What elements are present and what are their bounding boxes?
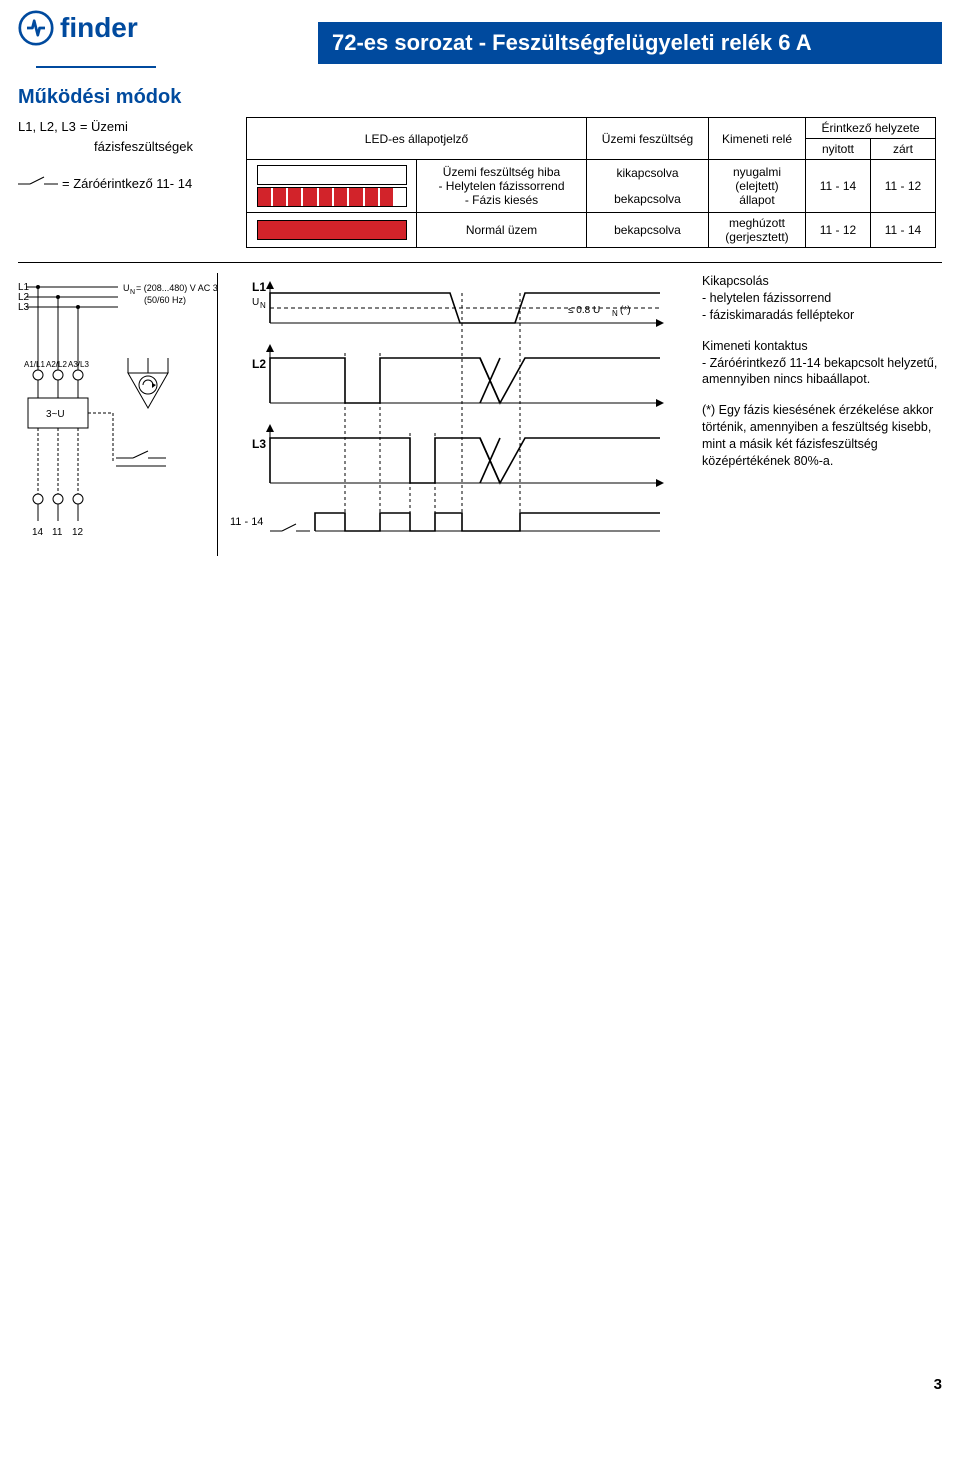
finder-logo-icon xyxy=(18,10,54,46)
section-divider xyxy=(18,262,942,263)
r1-desc2: - Helytelen fázissorrend xyxy=(423,179,580,193)
relay-cell-normal: meghúzott (gerjesztett) xyxy=(708,213,805,248)
page-title-band: 72-es sorozat - Feszültségfelügyeleti re… xyxy=(318,22,942,64)
r1-desc1: Üzemi feszültség hiba xyxy=(423,165,580,179)
legend-sub: fázisfeszültségek xyxy=(18,137,218,157)
c-t14: 14 xyxy=(32,527,44,538)
table-row-fault: Üzemi feszültség hiba - Helytelen fáziss… xyxy=(247,160,936,213)
operating-mode-table: LED-es állapotjelző Üzemi feszültség Kim… xyxy=(246,117,936,248)
svg-text:U: U xyxy=(252,297,259,308)
r2-supply: bekapcsolva xyxy=(587,213,709,248)
svg-text:N: N xyxy=(130,289,135,296)
t-l1: L1 xyxy=(252,280,266,294)
legend-l1l2l3: L1, L2, L3 xyxy=(18,117,76,137)
c-l3: L3 xyxy=(18,302,30,313)
circuit-diagram: L1 L2 L3 UN = (208...480) V AC 3 ~ (50/6… xyxy=(18,273,218,556)
page-number: 3 xyxy=(18,1376,942,1393)
led-on-box xyxy=(257,220,407,240)
t-thresh: ≤ 0.8 U xyxy=(568,305,600,316)
c-box: 3~U xyxy=(46,409,65,420)
d1-l1: - helytelen fázissorrend xyxy=(702,290,942,307)
brand-logo: finder xyxy=(18,10,138,46)
r2-open: 11 - 12 xyxy=(806,213,871,248)
legend-block: L1, L2, L3 = Üzemi fázisfeszültségek = Z… xyxy=(18,117,218,194)
th-contact: Érintkező helyzete xyxy=(806,118,935,139)
th-supply: Üzemi feszültség xyxy=(587,118,709,160)
r1-relay3: állapot xyxy=(715,193,799,207)
th-relay: Kimeneti relé xyxy=(708,118,805,160)
c-a3: A3/L3 xyxy=(68,360,89,369)
r2-desc: Normál üzem xyxy=(417,213,587,248)
led-cell-normal xyxy=(247,213,417,248)
timing-diagram: L1 UN ≤ 0.8 UN (*) L2 L3 xyxy=(226,273,694,556)
d1-title: Kikapcsolás xyxy=(702,273,942,290)
c-un-freq: (50/60 Hz) xyxy=(144,295,186,305)
th-open: nyitott xyxy=(806,139,871,159)
legend-contact: = Záróérintkező 11- 14 xyxy=(62,174,192,194)
t-l2: L2 xyxy=(252,357,266,371)
d2-title: Kimeneti kontaktus xyxy=(702,338,942,355)
r1-supply1: kikapcsolva xyxy=(593,166,702,180)
t-l3: L3 xyxy=(252,437,266,451)
r1-relay2: (elejtett) xyxy=(715,179,799,193)
led-blink-box xyxy=(257,187,407,207)
c-t11: 11 xyxy=(52,527,63,538)
supply-cell-fault: kikapcsolva bekapcsolva xyxy=(587,160,709,213)
no-contact-icon xyxy=(18,174,58,194)
led-off-box xyxy=(257,165,407,185)
table-header-row: LED-es állapotjelző Üzemi feszültség Kim… xyxy=(247,118,936,160)
c-t12: 12 xyxy=(72,527,84,538)
c-un-eq: = (208...480) V AC 3 ~ xyxy=(136,283,218,293)
th-closed: zárt xyxy=(871,139,935,159)
t-thresh-note: (*) xyxy=(620,305,631,316)
th-led: LED-es állapotjelző xyxy=(247,118,587,160)
d1-l2: - fáziskimaradás felléptekor xyxy=(702,307,942,324)
r2-closed: 11 - 14 xyxy=(871,213,936,248)
led-cell-fault xyxy=(247,160,417,213)
svg-text:U: U xyxy=(123,283,130,293)
r1-supply2: bekapcsolva xyxy=(593,192,702,206)
section-title: Működési módok xyxy=(18,86,942,109)
r1-closed: 11 - 12 xyxy=(871,160,936,213)
desc-cell-fault: Üzemi feszültség hiba - Helytelen fáziss… xyxy=(417,160,587,213)
table-row-normal: Normál üzem bekapcsolva meghúzott (gerje… xyxy=(247,213,936,248)
description-column: Kikapcsolás - helytelen fázissorrend - f… xyxy=(702,273,942,484)
c-a1: A1/L1 xyxy=(24,360,45,369)
r1-desc3: - Fázis kiesés xyxy=(423,193,580,207)
logo-underline xyxy=(36,66,156,68)
c-a2: A2/L2 xyxy=(46,360,67,369)
t-thresh-sub: N xyxy=(612,309,618,318)
t-contact: 11 - 14 xyxy=(230,516,263,528)
svg-text:N: N xyxy=(260,301,266,310)
r1-relay1: nyugalmi xyxy=(715,165,799,179)
th-contact-group: Érintkező helyzete nyitott zárt xyxy=(806,118,936,160)
r2-relay2: (gerjesztett) xyxy=(715,230,799,244)
legend-eq-uzemi: = Üzemi xyxy=(80,117,128,137)
d2-l1: - Záróérintkező 11-14 bekapcsolt helyzet… xyxy=(702,355,942,389)
d3: (*) Egy fázis kiesésének érzékelése akko… xyxy=(702,402,942,470)
relay-cell-fault: nyugalmi (elejtett) állapot xyxy=(708,160,805,213)
brand-text: finder xyxy=(60,12,138,44)
r1-open: 11 - 14 xyxy=(806,160,871,213)
r2-relay1: meghúzott xyxy=(715,216,799,230)
